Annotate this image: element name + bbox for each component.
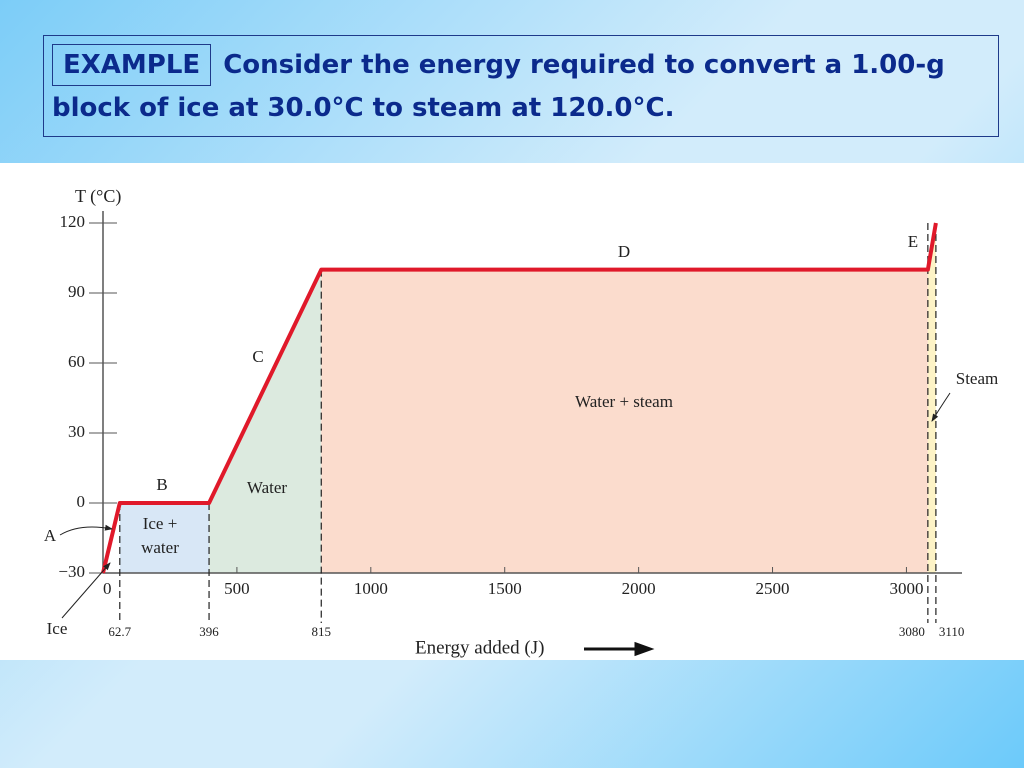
- segment-label: B: [156, 475, 167, 494]
- x-tick-label: 2000: [622, 579, 656, 598]
- x-tick-label: 3000: [889, 579, 923, 598]
- x-tick-label: 500: [224, 579, 250, 598]
- region-label: Steam: [956, 369, 999, 388]
- x-tick-label: 0: [103, 579, 112, 598]
- segment-label: C: [252, 347, 263, 366]
- region-label: Ice: [47, 619, 68, 638]
- region-label: Ice +: [143, 514, 178, 533]
- x-tick-label: 1000: [354, 579, 388, 598]
- marker-label: 3110: [939, 624, 965, 639]
- region-label: Water + steam: [575, 392, 673, 411]
- y-tick-label: 60: [68, 352, 85, 371]
- example-tag: EXAMPLE: [52, 44, 212, 86]
- x-tick-label: 2500: [756, 579, 790, 598]
- annotation-arrow: [931, 392, 951, 422]
- marker-label: 396: [199, 624, 219, 639]
- heating-curve: [101, 222, 938, 574]
- chart: −30 0 30 60 90 120 0 500 1000 1500 2000 2500 3000 62.…: [0, 163, 1024, 660]
- y-tick-label: 90: [68, 282, 85, 301]
- y-tick-label: 120: [60, 212, 86, 231]
- region: [119, 503, 210, 573]
- y-tick-label: 0: [77, 492, 86, 511]
- x-tick-label: 1500: [488, 579, 522, 598]
- x-axis-label: Energy added (J): [415, 637, 544, 658]
- segment-label: D: [618, 242, 630, 261]
- annotation-arrow: [61, 562, 111, 619]
- region: [321, 269, 928, 573]
- annotation-arrow: [59, 524, 113, 536]
- marker-label: 62.7: [108, 624, 131, 639]
- segment-label: A: [44, 526, 57, 545]
- marker-label: 815: [312, 624, 332, 639]
- region-label: Water: [247, 478, 287, 497]
- region: [927, 223, 936, 573]
- region: [209, 269, 322, 573]
- marker-label: 3080: [899, 624, 925, 639]
- example-text: Consider the energy required to convert …: [52, 50, 945, 123]
- segment-label: E: [908, 232, 918, 251]
- example-box: EXAMPLE Consider the energy required to c…: [43, 35, 999, 137]
- y-tick-label: −30: [58, 562, 85, 581]
- region-label: water: [141, 538, 179, 557]
- y-tick-label: 30: [68, 422, 85, 441]
- y-axis-label: T (°C): [75, 186, 121, 207]
- x-arrow: [584, 641, 655, 657]
